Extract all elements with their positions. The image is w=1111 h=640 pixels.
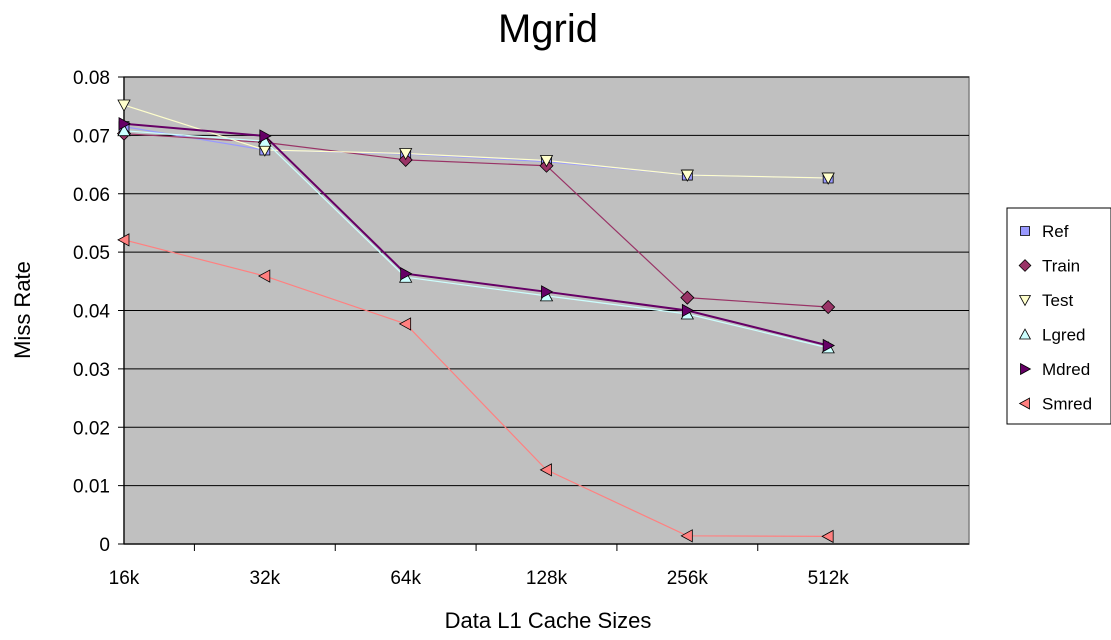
- legend-marker-mdred: [1020, 362, 1032, 376]
- y-tick-label: 0.03: [73, 360, 110, 381]
- legend-marker-ref: [1020, 226, 1030, 236]
- data-point-smred-1: [257, 269, 271, 283]
- data-point-train-4: [680, 290, 695, 305]
- data-point-test-2: [398, 148, 413, 161]
- series-line-mdred: [123, 122, 829, 347]
- y-tick-label: 0.05: [73, 243, 110, 264]
- legend-marker-lgred: [1018, 328, 1032, 340]
- legend: Ref Train Test Lgred Mdred Smred: [1006, 207, 1111, 425]
- series-line-test: [123, 104, 829, 179]
- y-tick-label: 0: [99, 535, 110, 556]
- x-tick-label: 16k: [109, 568, 140, 589]
- data-point-train-5: [821, 299, 836, 315]
- data-point-mdred-3: [541, 285, 554, 299]
- series-lines: [123, 104, 829, 538]
- data-point-smred-3: [539, 463, 552, 477]
- x-tick-label: 128k: [526, 568, 568, 589]
- data-point-mdred-4: [681, 303, 695, 318]
- y-tick-label: 0.04: [73, 302, 110, 323]
- series-markers: [116, 99, 836, 544]
- y-axis-ticks: 0 0.01 0.02 0.03 0.04 0.05 0.06 0.07 0.08: [73, 68, 124, 556]
- series-line-smred: [123, 239, 829, 538]
- y-tick-label: 0.06: [73, 185, 110, 206]
- y-axis-title: Miss Rate: [10, 261, 35, 359]
- y-tick-label: 0.01: [73, 477, 110, 498]
- x-tick-label: 64k: [390, 568, 421, 589]
- data-point-mdred-1: [259, 129, 272, 143]
- gridlines: [124, 76, 969, 487]
- legend-label-train: Train: [1042, 257, 1080, 276]
- legend-marker-test: [1018, 295, 1032, 307]
- data-point-test-3: [539, 155, 554, 168]
- x-axis-title: Data L1 Cache Sizes: [445, 608, 652, 633]
- data-point-smred-4: [680, 529, 693, 543]
- legend-marker-train: [1018, 259, 1032, 272]
- data-point-mdred-0: [118, 117, 131, 131]
- data-point-mdred-2: [400, 267, 413, 281]
- y-tick-label: 0.07: [73, 126, 110, 147]
- y-tick-label: 0.02: [73, 418, 110, 439]
- series-line-lgred: [123, 130, 829, 349]
- legend-label-mdred: Mdred: [1042, 360, 1090, 379]
- data-point-smred-5: [821, 529, 834, 544]
- legend-label-lgred: Lgred: [1042, 326, 1085, 345]
- legend-label-smred: Smred: [1042, 395, 1092, 414]
- legend-label-test: Test: [1042, 291, 1073, 310]
- data-point-test-5: [821, 172, 835, 185]
- x-axis-ticks: 16k 32k 64k 128k 256k 512k: [109, 544, 850, 589]
- data-point-smred-0: [117, 233, 130, 247]
- y-tick-label: 0.08: [73, 68, 110, 89]
- data-point-smred-2: [398, 317, 412, 331]
- legend-marker-smred: [1018, 397, 1030, 410]
- data-point-test-0: [117, 99, 131, 112]
- legend-label-ref: Ref: [1042, 222, 1069, 241]
- legend-box: [1006, 207, 1111, 425]
- x-tick-label: 32k: [250, 568, 281, 589]
- data-point-lgred-0: [117, 123, 131, 137]
- data-point-test-4: [680, 169, 695, 182]
- x-tick-label: 256k: [667, 568, 709, 589]
- x-tick-label: 512k: [808, 568, 850, 589]
- series-line-train: [123, 133, 829, 308]
- chart-title: Mgrid: [498, 7, 598, 51]
- data-point-mdred-5: [822, 338, 836, 353]
